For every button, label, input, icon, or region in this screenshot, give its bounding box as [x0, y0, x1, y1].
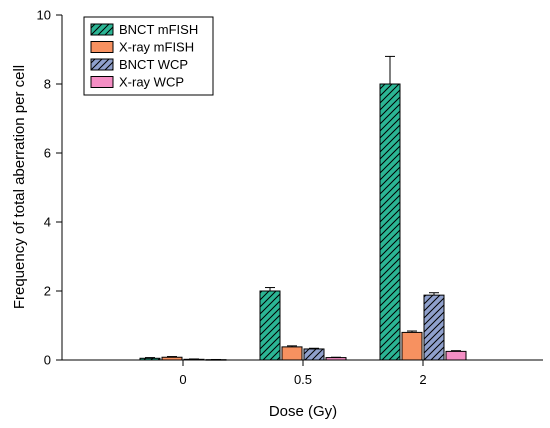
bar-x-ray-mfish-0: [161, 356, 183, 361]
bar-series-group: [139, 55, 467, 361]
legend-swatch-hatch: [91, 24, 113, 35]
legend-swatch: [90, 41, 114, 53]
legend-label: X-ray mFISH: [119, 40, 194, 55]
legend-swatch: [90, 76, 114, 88]
bar-hatch: [260, 291, 280, 360]
y-tick-label: 10: [37, 8, 51, 23]
legend-label: BNCT mFISH: [119, 22, 198, 37]
bar-hatch: [140, 358, 160, 360]
bar-hatch: [424, 295, 444, 360]
bar-hatch: [380, 84, 400, 360]
legend: BNCT mFISH X-ray mFISH BNCT WCP X-ray WCP: [83, 16, 214, 96]
bar-hatch: [304, 348, 324, 360]
legend-label: X-ray WCP: [119, 75, 184, 90]
bar-x-ray-mfish-0.5: [281, 346, 303, 361]
y-tick-label: 0: [44, 353, 51, 368]
legend-swatch-hatch: [91, 59, 113, 70]
y-tick-label: 2: [44, 284, 51, 299]
y-tick-label: 8: [44, 77, 51, 92]
bar-hatch: [184, 359, 204, 360]
y-axis-title: Frequency of total aberration per cell: [11, 65, 28, 309]
bar-x-ray-wcp-2: [445, 350, 467, 361]
y-tick-label: 4: [44, 215, 51, 230]
bar-x-ray-mfish-2: [401, 331, 423, 361]
x-tick-label: 0.5: [294, 372, 312, 387]
y-tick-label: 6: [44, 146, 51, 161]
bar-x-ray-wcp-0.5: [325, 357, 347, 361]
x-tick-label: 2: [419, 372, 426, 387]
x-tick-label: 0: [179, 372, 186, 387]
x-axis-title: Dose (Gy): [269, 403, 337, 420]
legend-label: BNCT WCP: [119, 57, 188, 72]
